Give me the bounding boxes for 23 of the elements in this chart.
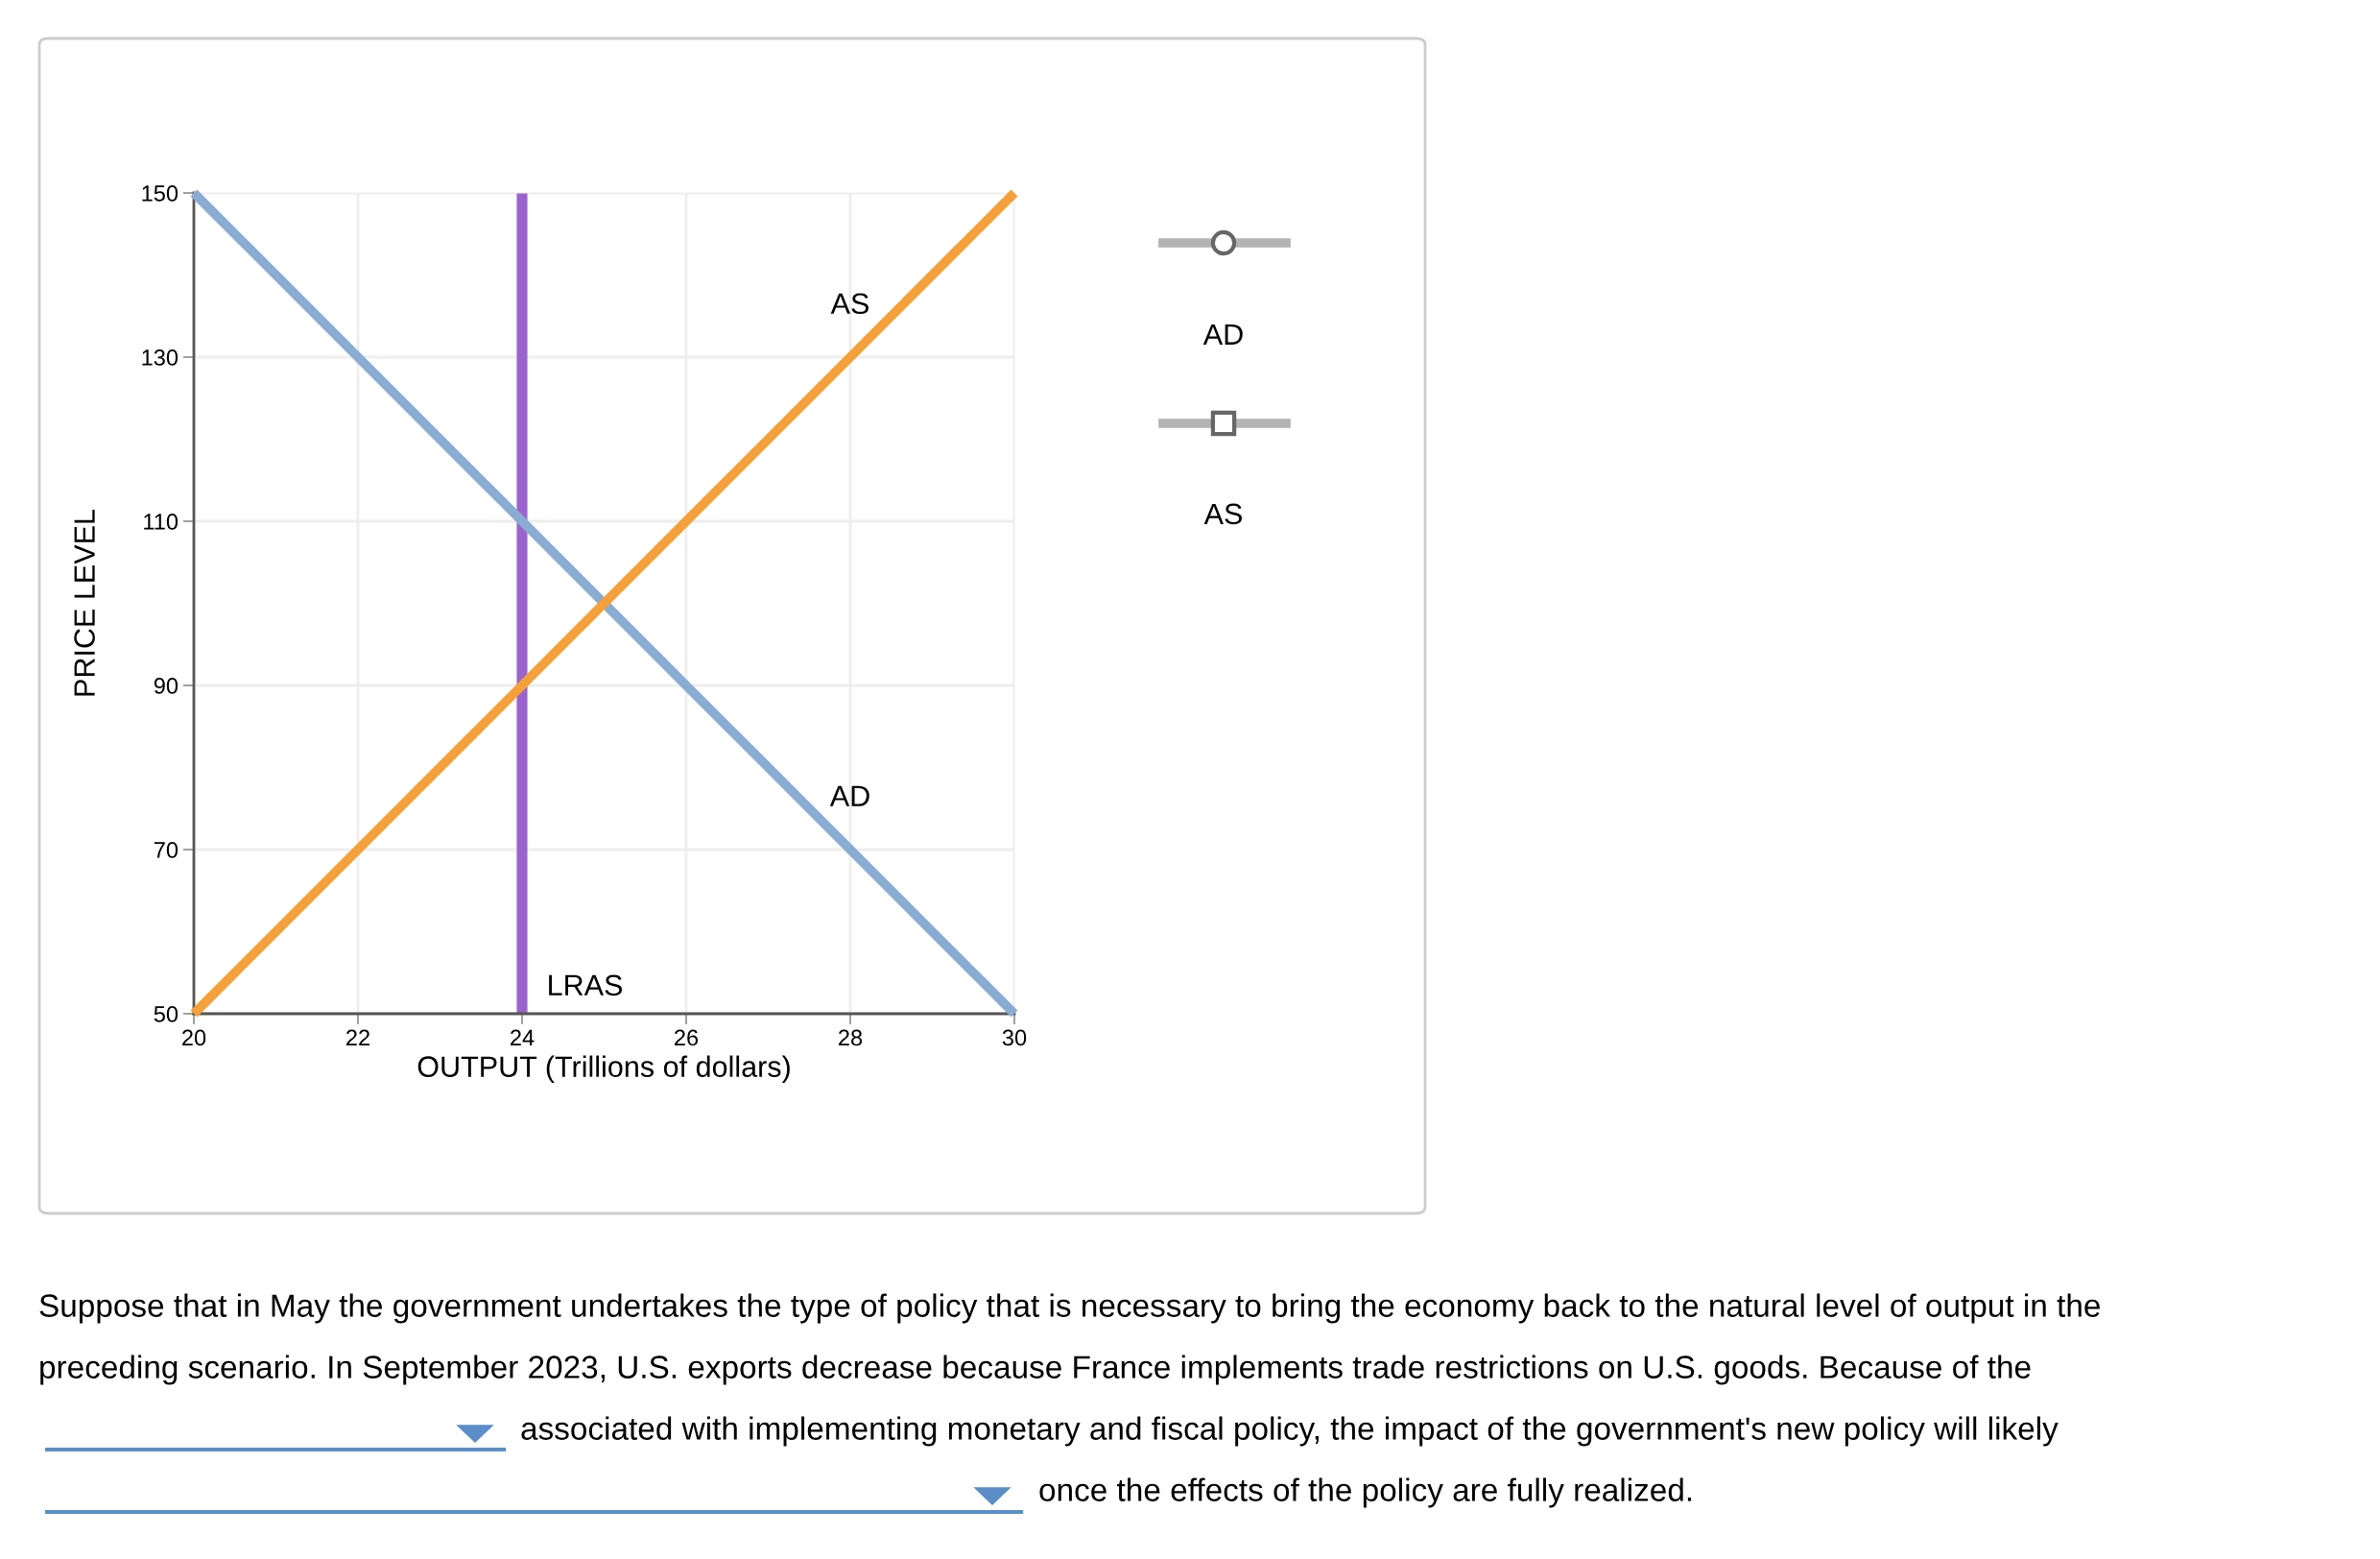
text: AD	[1202, 324, 1243, 345]
y-tick-label: 50	[154, 1006, 178, 1022]
y-tick-label: 130	[142, 349, 178, 366]
x-tick-label: 28	[839, 1029, 863, 1046]
ref-line-label: LRAS	[549, 974, 623, 996]
x-tick-label: 24	[511, 1029, 535, 1046]
y-tick-label: 70	[154, 842, 178, 858]
x-axis-title: OUTPUT (Trillions of dollars)	[417, 1055, 790, 1084]
annotation: AS	[830, 293, 869, 315]
x-tick-label: 20	[182, 1029, 206, 1046]
text: associated with implementing monetary and fiscal policy, the impact of the government's new policy will likely	[521, 1416, 2059, 1447]
y-tick-label: 150	[142, 185, 178, 202]
x-tick-label: 30	[1002, 1029, 1027, 1046]
text: Suppose that in May the government undertakes the type of policy that is necessary to bring the economy back to the natural level of output in the	[39, 1293, 2100, 1324]
y-tick-label: 110	[144, 514, 178, 530]
y-axis-title: PRICE LEVEL	[74, 510, 95, 696]
annotation: AD	[829, 785, 869, 806]
text: preceding scenario. In September 2023, U.S. exports decrease because France implements trade restrictions on U.S. goods. Because of the	[40, 1355, 2031, 1385]
y-tick-label: 90	[154, 678, 178, 694]
text: AS	[1203, 503, 1242, 525]
text: once the effects of the policy are fully realized.	[1039, 1477, 1692, 1508]
x-tick-label: 26	[675, 1029, 699, 1046]
x-tick-label: 22	[346, 1029, 369, 1046]
